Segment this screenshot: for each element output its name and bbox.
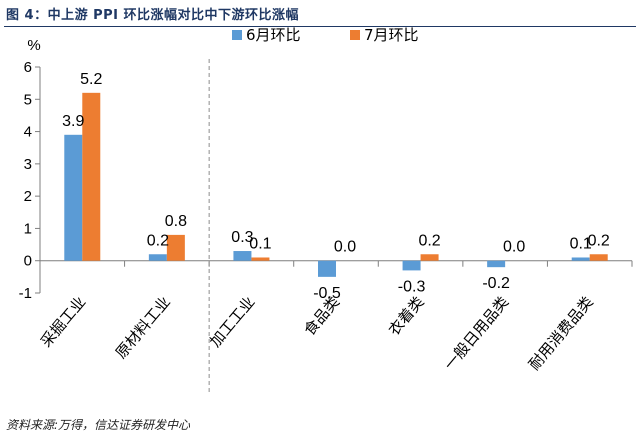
- bar-jun: [402, 260, 421, 271]
- y-tick-label: 1: [24, 220, 32, 237]
- bar-jun: [233, 251, 252, 261]
- category-label: 衣着类: [385, 293, 428, 339]
- category-label: 加工工业: [206, 293, 258, 351]
- data-label: 3.9: [62, 113, 84, 130]
- bar-jun: [148, 254, 167, 261]
- chart-bars: [64, 92, 608, 277]
- legend-label: 7月环比: [364, 26, 419, 44]
- legend-label: 6月环比: [246, 26, 301, 44]
- y-tick-label: 5: [24, 91, 32, 108]
- bar-jul: [251, 257, 270, 261]
- y-tick-label: 4: [24, 124, 32, 141]
- data-label: 0.0: [334, 239, 356, 256]
- data-label: 0.0: [503, 239, 525, 256]
- y-axis-unit: %: [27, 37, 40, 54]
- bar-jun: [571, 257, 590, 261]
- chart-axes: -1 0 1 2 3 4 5 6%: [19, 37, 633, 392]
- chart-data-labels: 3.9 0.2 0.3 -0.5 -0.3 -0.2 0.1 5.2 0.8 0.1 0.0 0.2 0…: [62, 71, 610, 302]
- category-label: 采掘工业: [37, 293, 89, 351]
- data-label: -0.3: [398, 278, 426, 295]
- legend-swatch: [350, 30, 360, 40]
- data-label: 0.2: [147, 232, 169, 249]
- figure-title: 图 4：中上游 PPI 环比涨幅对比中下游环比涨幅: [6, 8, 300, 23]
- data-label: -0.5: [313, 285, 341, 302]
- bar-jul: [420, 254, 439, 261]
- data-label: 0.2: [588, 232, 610, 249]
- bar-jul: [589, 254, 608, 261]
- y-tick-label: -1: [19, 285, 32, 302]
- y-tick-label: 6: [24, 59, 32, 76]
- y-tick-label: 3: [24, 156, 32, 173]
- bar-jun: [64, 134, 83, 261]
- title-rule: [4, 26, 636, 27]
- data-label: -0.2: [482, 275, 510, 292]
- source-note: 资料来源:万得，信达证券研发中心: [6, 418, 191, 432]
- bar-jun: [318, 260, 336, 277]
- category-label: 原材料工业: [112, 293, 174, 362]
- bar-jul: [166, 234, 185, 261]
- data-label: 0.1: [249, 235, 271, 252]
- data-label: 0.3: [231, 229, 253, 246]
- y-tick-label: 2: [24, 188, 32, 205]
- chart-category-labels: 采掘工业 原材料工业 加工工业 食品类 衣着类 一般日用品类 耐用消费品类: [37, 293, 597, 374]
- chart-legend: 6月环比 7月环比: [232, 26, 419, 44]
- bar-jul: [82, 92, 101, 261]
- legend-swatch: [232, 30, 242, 40]
- category-label: 一般日用品类: [441, 293, 513, 374]
- data-label: 0.2: [418, 232, 440, 249]
- data-label: 0.8: [165, 213, 187, 230]
- bar-chart: -1 0 1 2 3 4 5 6% 3.9 0.2 0.3 -0.5 -0.3 -0.2 0.1 5.2 0.…: [19, 26, 633, 392]
- data-label: 0.1: [570, 235, 592, 252]
- category-label: 耐用消费品类: [525, 293, 597, 374]
- data-label: 5.2: [80, 71, 102, 88]
- y-tick-label: 0: [24, 253, 32, 270]
- bar-jun: [487, 260, 506, 268]
